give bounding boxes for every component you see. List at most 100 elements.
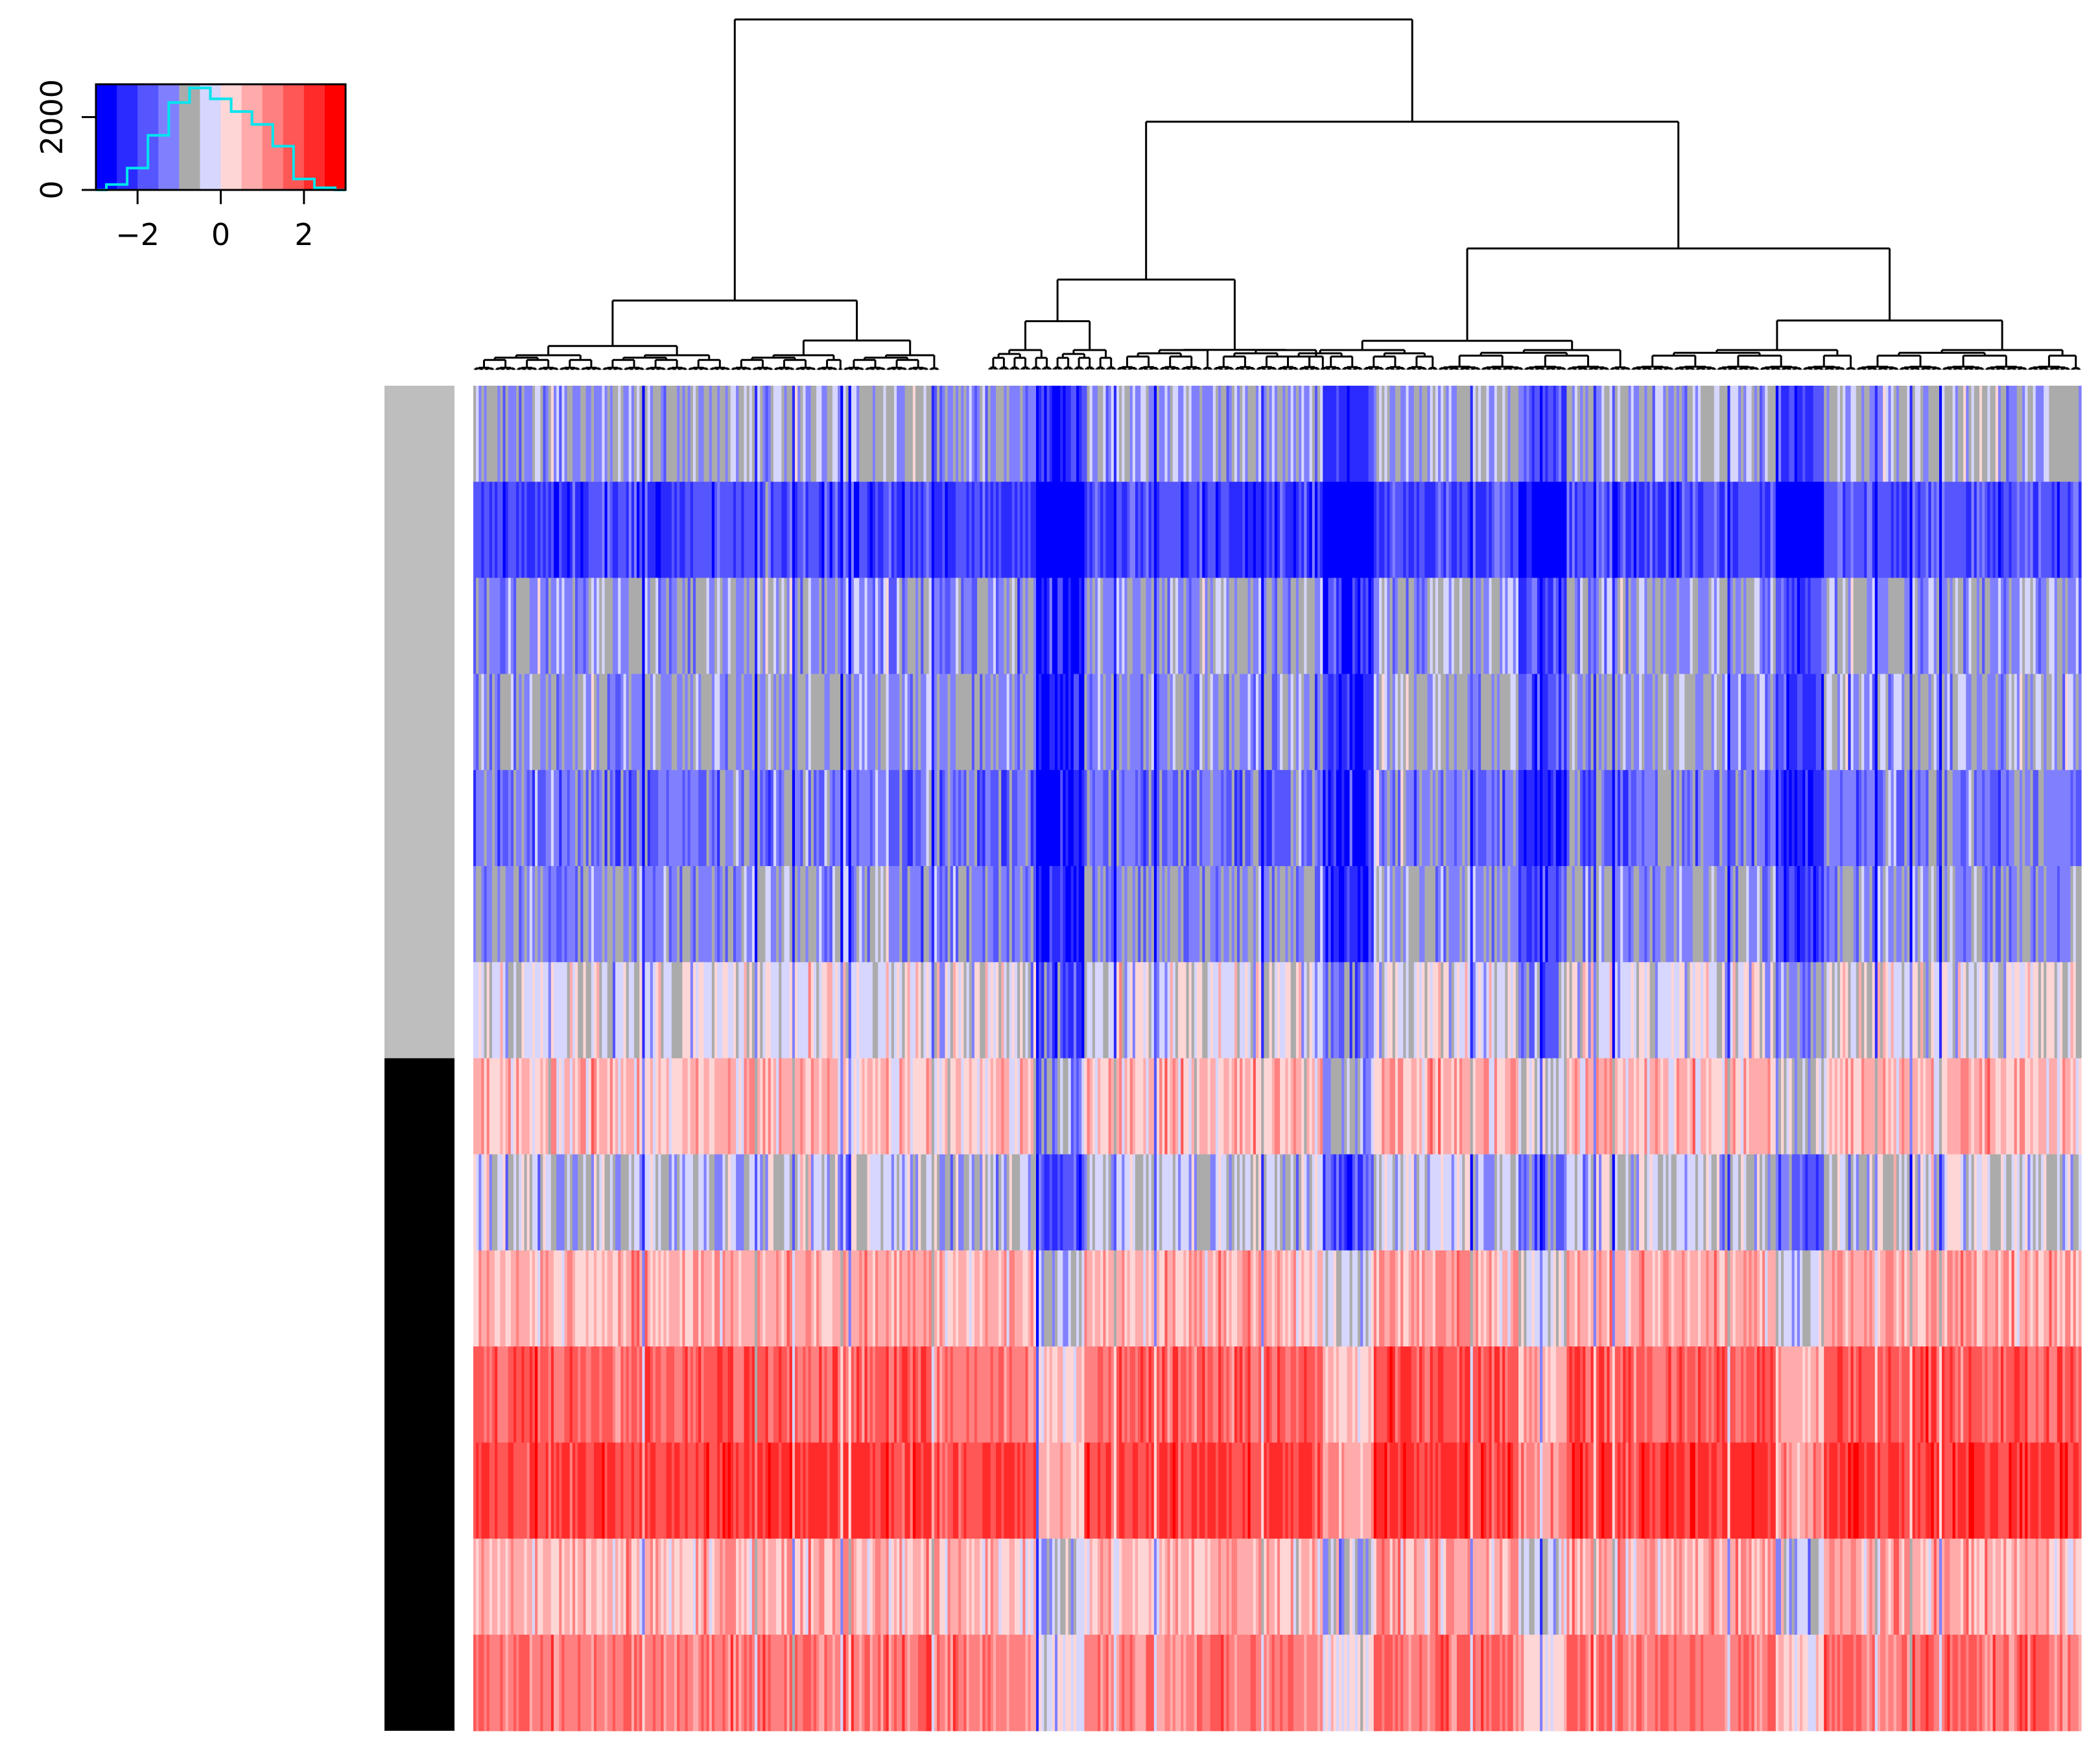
heatmap-cell [1963,769,1966,867]
heatmap-cell [1277,674,1280,771]
heatmap-cell [1531,674,1535,771]
heatmap-cell [1607,769,1610,867]
heatmap-cell [1054,482,1058,579]
heatmap-cell [1770,578,1774,675]
color-key-band [241,84,263,190]
heatmap-cell [1363,482,1366,579]
heatmap-cell [564,674,568,771]
heatmap-cell [1569,578,1573,675]
heatmap-cell [2038,769,2042,867]
heatmap-cell [521,769,525,867]
heatmap-cell [2027,482,2031,579]
heatmap-cell [1974,674,1977,771]
heatmap-cell [2019,578,2023,675]
heatmap-cell [1928,386,1932,482]
heatmap-cell [1711,674,1715,771]
heatmap-cell [519,769,522,867]
heatmap-cell [1301,769,1304,867]
heatmap-cell [1915,386,1918,482]
heatmap-cell [789,482,793,579]
heatmap-cell [1052,674,1056,771]
heatmap-cell [1505,578,1509,675]
heatmap-cell [1858,674,1862,771]
heatmap-cell [891,386,895,482]
heatmap-cell [666,386,670,482]
heatmap-cell [1760,386,1763,482]
heatmap-cell [2075,386,2079,482]
heatmap-cell [497,578,501,675]
heatmap-cell [2046,482,2049,579]
heatmap-cell [1159,578,1162,675]
heatmap-cell [1644,769,1647,867]
heatmap-cell [1197,578,1200,675]
heatmap-cell [923,769,927,867]
heatmap-cell [1505,482,1509,579]
heatmap-cell [923,482,927,579]
heatmap-cell [1853,578,1857,675]
heatmap-cell [1226,578,1230,675]
heatmap-cell [1223,578,1227,675]
heatmap-cell [1944,482,1948,579]
heatmap-cell [1813,769,1817,867]
heatmap-cell [1542,482,1546,579]
heatmap-cell [1111,482,1115,579]
heatmap-cell [637,482,640,579]
heatmap-cell [1416,769,1420,867]
heatmap-cell [1756,482,1760,579]
heatmap-cell [808,578,812,675]
heatmap-cell [843,578,847,675]
heatmap-cell [1682,482,1685,579]
heatmap-cell [1880,482,1883,579]
heatmap-cell [1898,482,1902,579]
heatmap-cell [591,674,595,771]
heatmap-cell [832,482,836,579]
heatmap-cell [926,578,930,675]
heatmap-cell [1223,674,1227,771]
heatmap-cell [725,866,729,963]
heatmap-cell [1041,578,1044,675]
heatmap-cell [1489,578,1492,675]
heatmap-cell [725,769,729,867]
heatmap-cell [1642,769,1645,867]
heatmap-cell [810,674,814,771]
heatmap-cell [891,674,895,771]
heatmap-cell [1998,674,2001,771]
heatmap-cell [1540,482,1543,579]
heatmap-cell [1060,386,1063,482]
heatmap-cell [1028,386,1032,482]
heatmap-cell [1250,578,1254,675]
heatmap-cell [1856,674,1859,771]
heatmap-cell [1060,482,1063,579]
heatmap-cell [888,769,892,867]
heatmap-cell [1312,578,1315,675]
heatmap-cell [1966,578,1969,675]
heatmap-cell [770,674,774,771]
heatmap-cell [923,578,927,675]
heatmap-cell [789,866,793,963]
heatmap-cell [1282,674,1286,771]
heatmap-cell [1231,482,1235,579]
heatmap-cell [1170,769,1174,867]
heatmap-cell [1028,674,1032,771]
heatmap-cell [572,578,576,675]
heatmap-cell [1309,386,1313,482]
heatmap-cell [1735,674,1739,771]
heatmap-cell [1891,578,1894,675]
heatmap-cell [679,578,683,675]
heatmap-cell [1840,578,1843,675]
heatmap-cell [1928,769,1932,867]
heatmap-cell [1829,482,1833,579]
heatmap-cell [1049,769,1053,867]
heatmap-cell [540,386,544,482]
heatmap-cell [1880,578,1883,675]
heatmap-cell [1395,482,1398,579]
heatmap-cell [1765,482,1768,579]
heatmap-cell [1392,386,1396,482]
heatmap-cell [2065,769,2068,867]
heatmap-cell [1732,769,1736,867]
heatmap-cell [2038,482,2042,579]
heatmap-cell [918,482,921,579]
heatmap-cell [2016,769,2020,867]
heatmap-cell [687,674,691,771]
heatmap-cell [1054,578,1058,675]
